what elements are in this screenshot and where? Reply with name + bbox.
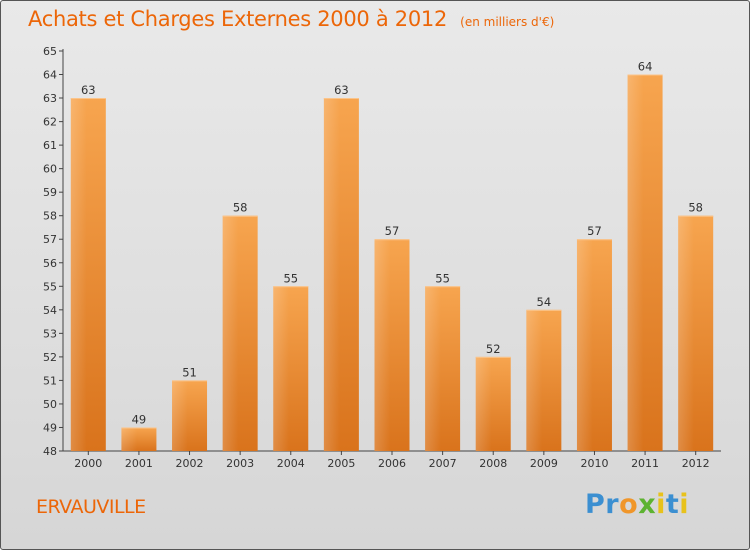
x-tick-label-2010: 2010 — [580, 457, 608, 470]
y-tick-label: 62 — [43, 116, 57, 129]
bar-highlight — [627, 74, 644, 451]
data-label-2008: 52 — [486, 342, 501, 356]
bar-highlight — [374, 239, 391, 451]
logo-letter: P — [585, 489, 606, 520]
x-tick-label-2002: 2002 — [176, 457, 204, 470]
y-tick-label: 61 — [43, 139, 57, 152]
y-tick-label: 59 — [43, 186, 57, 199]
bar-highlight — [172, 380, 188, 451]
data-label-2001: 49 — [132, 412, 147, 426]
data-label-2002: 51 — [182, 365, 197, 379]
y-tick-label: 65 — [43, 45, 57, 58]
logo-letter: r — [605, 489, 620, 520]
bars — [70, 74, 714, 451]
data-label-2004: 55 — [283, 271, 298, 285]
x-tick-label-2007: 2007 — [429, 457, 457, 470]
x-tick-label-2009: 2009 — [530, 457, 558, 470]
proxiti-logo: Proxiti — [585, 489, 689, 520]
y-tick-label: 55 — [43, 280, 57, 293]
y-tick-label: 63 — [43, 92, 57, 105]
y-tick-label: 52 — [43, 351, 57, 364]
data-label-2006: 57 — [385, 224, 400, 238]
data-label-2012: 58 — [688, 201, 703, 215]
axes: 48 49 50 51 52 53 54 55 56 57 58 59 60 61 62 63 64 65 2000… — [43, 45, 721, 470]
x-tick-label-2008: 2008 — [479, 457, 507, 470]
y-tick-label: 54 — [43, 304, 57, 317]
data-label-2000: 63 — [81, 83, 96, 97]
bar-highlight — [323, 98, 340, 451]
bar-highlight — [576, 239, 593, 451]
x-tick-label-2003: 2003 — [226, 457, 254, 470]
data-label-2010: 57 — [587, 224, 602, 238]
bar-highlight — [121, 427, 138, 451]
x-tick-label-2001: 2001 — [125, 457, 153, 470]
x-tick-label-2000: 2000 — [74, 457, 102, 470]
x-tick-label-2012: 2012 — [682, 457, 710, 470]
logo-letter: i — [679, 489, 690, 520]
chart-title: Achats et Charges Externes 2000 à 2012 — [28, 7, 448, 31]
logo-letter: o — [619, 489, 639, 520]
bar-highlight — [678, 215, 694, 451]
y-tick-label: 64 — [43, 69, 57, 82]
y-tick-label: 53 — [43, 327, 57, 340]
x-tick-label-2011: 2011 — [631, 457, 659, 470]
data-labels: 63 49 51 58 55 63 57 55 52 54 57 64 58 — [81, 60, 703, 427]
data-label-2005: 63 — [334, 83, 349, 97]
y-tick-label: 51 — [43, 374, 57, 387]
x-tick-label-2004: 2004 — [277, 457, 305, 470]
y-tick-label: 58 — [43, 210, 57, 223]
logo-letter: t — [665, 489, 680, 520]
y-tick-label: 50 — [43, 398, 57, 411]
bar-highlight — [70, 98, 87, 451]
bar-highlight — [222, 215, 239, 451]
chart-subtitle: (en milliers d'€) — [460, 15, 555, 29]
data-label-2007: 55 — [435, 271, 450, 285]
bar-highlight — [425, 286, 441, 451]
bar-highlight — [526, 309, 543, 451]
x-tick-label-2005: 2005 — [327, 457, 355, 470]
data-label-2011: 64 — [638, 60, 653, 74]
logo-letter: x — [638, 489, 657, 520]
logo-letter: i — [656, 489, 666, 520]
y-tick-label: 48 — [43, 445, 57, 458]
y-tick-label: 49 — [43, 421, 57, 434]
data-label-2003: 58 — [233, 201, 248, 215]
bar-highlight — [273, 286, 290, 451]
x-tick-label-2006: 2006 — [378, 457, 406, 470]
bar-highlight — [475, 356, 492, 451]
y-tick-label: 60 — [43, 163, 57, 176]
location-name: ERVAUVILLE — [36, 496, 146, 518]
data-label-2009: 54 — [537, 295, 552, 309]
y-tick-label: 56 — [43, 257, 57, 270]
y-tick-label: 57 — [43, 233, 57, 246]
chart-title-block: Achats et Charges Externes 2000 à 2012 (… — [28, 7, 554, 31]
